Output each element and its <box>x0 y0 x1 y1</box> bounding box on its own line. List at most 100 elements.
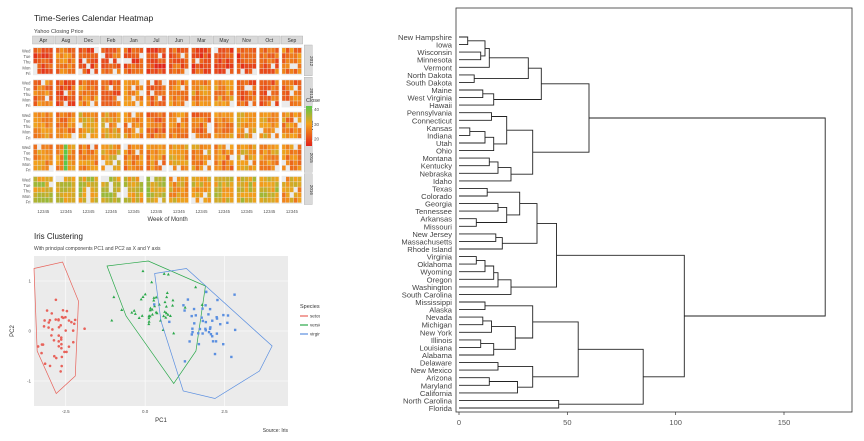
heatmap-cell <box>286 144 290 150</box>
heatmap-cell <box>229 165 234 171</box>
heatmap-cell <box>82 90 87 96</box>
heatmap-cell <box>60 192 64 198</box>
heatmap-cell <box>135 63 140 69</box>
heatmap-cell <box>90 63 94 69</box>
heatmap-cell <box>109 48 113 53</box>
iris-point-virginica <box>207 313 210 316</box>
heatmap-cell <box>109 117 113 123</box>
heatmap-cell <box>240 80 245 86</box>
heatmap-cell <box>199 192 204 198</box>
heatmap-cell <box>105 85 109 91</box>
heatmap-cell <box>82 85 87 91</box>
heatmap-cell <box>184 63 189 69</box>
heatmap-cell <box>158 58 162 64</box>
iris-title: Iris Clustering <box>34 232 83 241</box>
heatmap-cell <box>282 63 286 69</box>
weekday-label: Thu <box>23 156 31 161</box>
iris-y-tick-label: -1 <box>27 379 31 384</box>
iris-point-setosa <box>47 326 50 329</box>
heatmap-cell <box>229 53 234 59</box>
heatmap-cell <box>226 90 230 96</box>
heatmap-cell <box>173 53 177 59</box>
heatmap-cell <box>71 165 76 171</box>
iris-point-virginica <box>204 304 207 307</box>
heatmap-cell <box>158 117 162 123</box>
heatmap-cell <box>41 176 45 182</box>
weekday-label: Thu <box>23 124 31 129</box>
heatmap-cell <box>229 176 234 182</box>
heatmap-cell <box>41 48 45 53</box>
heatmap-cell <box>113 58 117 64</box>
heatmap-cell <box>131 160 136 166</box>
heatmap-cell <box>195 112 200 118</box>
heatmap-cell <box>67 187 72 193</box>
heatmap-cell <box>123 117 128 123</box>
heatmap-legend-tick: 20 <box>314 137 320 142</box>
heatmap-cell <box>123 122 128 128</box>
dendrogram-leaf-label: Rhode Island <box>407 245 452 254</box>
heatmap-cell <box>199 133 204 139</box>
heatmap-cell <box>33 101 38 106</box>
heatmap-cell <box>293 90 298 96</box>
heatmap-cell <box>135 192 140 198</box>
heatmap-cell <box>63 182 68 187</box>
heatmap-cell <box>244 197 249 203</box>
heatmap-cell <box>203 68 207 74</box>
heatmap-x-axis-label: Week of Month <box>147 217 187 223</box>
heatmap-cell <box>226 122 230 128</box>
heatmap-cell <box>71 90 76 96</box>
heatmap-cell <box>203 58 207 64</box>
heatmap-cell <box>207 149 211 155</box>
heatmap-cell <box>116 176 121 182</box>
heatmap-cell <box>127 112 132 118</box>
heatmap-cell <box>162 133 166 139</box>
heatmap-cell <box>176 80 181 86</box>
month-strip <box>145 35 168 45</box>
heatmap-cell <box>252 149 257 155</box>
week-tick-label: 12345 <box>83 209 96 214</box>
heatmap-cell <box>60 187 64 193</box>
iris-point-virginica <box>192 307 196 311</box>
iris-x-tick-label: -2.5 <box>62 409 70 414</box>
weekday-label: Wed <box>22 145 31 150</box>
month-strip <box>77 35 100 45</box>
dendrogram-branch <box>459 233 497 242</box>
heatmap-legend-colorbar <box>306 106 312 146</box>
heatmap-cell <box>229 144 234 150</box>
heatmap-cell <box>63 176 68 182</box>
heatmap-cell <box>86 128 91 133</box>
heatmap-cell <box>271 187 275 193</box>
heatmap-cell <box>289 165 294 171</box>
heatmap-cell <box>195 187 200 193</box>
iris-point-virginica <box>209 333 213 336</box>
heatmap-cell <box>78 176 83 182</box>
heatmap-cell <box>191 53 196 59</box>
heatmap-cell <box>226 95 230 101</box>
heatmap-cell <box>131 117 136 123</box>
heatmap-cell <box>293 53 298 59</box>
heatmap-cell <box>184 48 189 53</box>
heatmap-cell <box>229 112 234 118</box>
heatmap-cell <box>236 90 241 96</box>
heatmap-cell <box>123 90 128 96</box>
heatmap-cell <box>154 53 158 59</box>
heatmap-cell <box>297 48 302 53</box>
heatmap-cell <box>199 95 204 101</box>
heatmap-cell <box>158 149 162 155</box>
heatmap-cell <box>63 95 68 101</box>
dendrogram-leaf-label: Missouri <box>424 222 453 231</box>
heatmap-cell <box>109 90 113 96</box>
heatmap-cell <box>173 149 177 155</box>
heatmap-cell <box>82 187 87 193</box>
heatmap-cell <box>214 155 218 160</box>
heatmap-cell <box>293 133 298 139</box>
heatmap-cell <box>271 80 275 86</box>
heatmap-cell <box>297 53 302 59</box>
year-strip <box>304 173 313 205</box>
heatmap-cell <box>105 95 109 101</box>
heatmap-cell <box>67 80 72 86</box>
heatmap-cell <box>259 165 264 171</box>
heatmap-cell <box>109 155 113 160</box>
heatmap-cell <box>135 112 140 118</box>
heatmap-cell <box>135 68 140 74</box>
